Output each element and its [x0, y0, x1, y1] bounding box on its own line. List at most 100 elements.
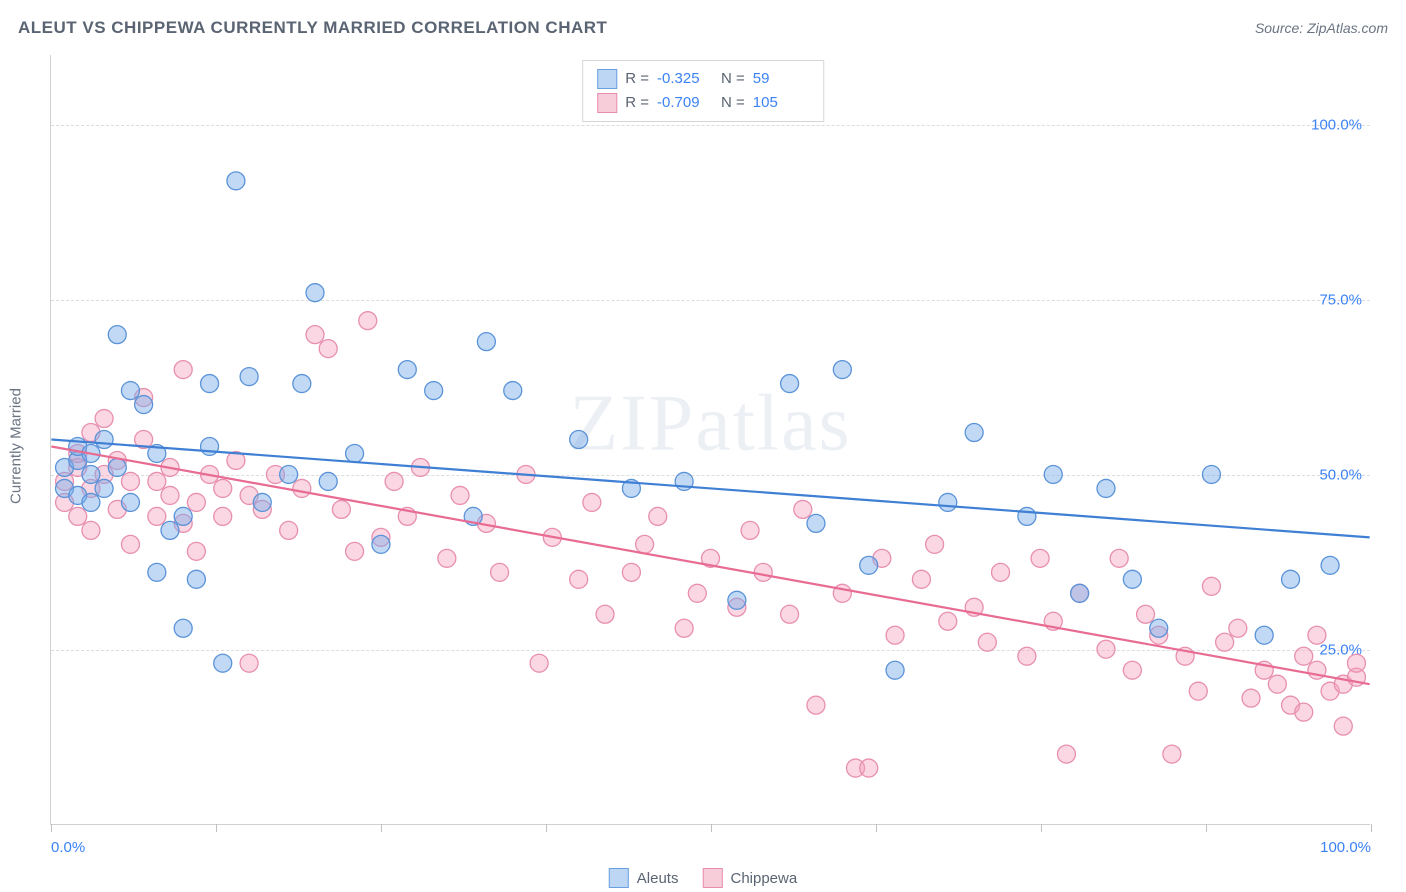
plot-area: ZIPatlas 25.0%50.0%75.0%100.0%0.0%100.0%	[50, 55, 1370, 825]
scatter-point-aleuts	[108, 326, 126, 344]
scatter-point-aleuts	[939, 493, 957, 511]
scatter-point-chippewa	[530, 654, 548, 672]
scatter-point-chippewa	[1308, 626, 1326, 644]
value-R-aleuts: -0.325	[657, 67, 713, 91]
scatter-point-chippewa	[451, 486, 469, 504]
scatter-point-chippewa	[121, 535, 139, 553]
scatter-point-chippewa	[1229, 619, 1247, 637]
scatter-point-chippewa	[491, 563, 509, 581]
swatch-aleuts-legend	[609, 868, 629, 888]
scatter-point-chippewa	[570, 570, 588, 588]
scatter-point-chippewa	[293, 479, 311, 497]
scatter-point-aleuts	[860, 556, 878, 574]
regression-line-chippewa	[51, 446, 1369, 684]
swatch-chippewa	[597, 93, 617, 113]
scatter-point-chippewa	[807, 696, 825, 714]
swatch-chippewa-legend	[702, 868, 722, 888]
scatter-point-aleuts	[425, 382, 443, 400]
scatter-point-aleuts	[319, 472, 337, 490]
scatter-point-chippewa	[359, 312, 377, 330]
scatter-point-aleuts	[504, 382, 522, 400]
scatter-point-aleuts	[1202, 465, 1220, 483]
scatter-point-aleuts	[570, 431, 588, 449]
scatter-point-chippewa	[319, 340, 337, 358]
xtick	[1371, 824, 1372, 832]
source-credit: Source: ZipAtlas.com	[1255, 20, 1388, 36]
scatter-point-aleuts	[781, 375, 799, 393]
scatter-point-chippewa	[1031, 549, 1049, 567]
scatter-point-chippewa	[187, 493, 205, 511]
scatter-point-aleuts	[1044, 465, 1062, 483]
scatter-point-aleuts	[1071, 584, 1089, 602]
scatter-point-aleuts	[121, 382, 139, 400]
scatter-point-chippewa	[1110, 549, 1128, 567]
scatter-point-aleuts	[1255, 626, 1273, 644]
scatter-point-chippewa	[187, 542, 205, 560]
scatter-point-aleuts	[82, 465, 100, 483]
stats-row-aleuts: R = -0.325 N = 59	[597, 67, 809, 91]
scatter-point-aleuts	[280, 465, 298, 483]
scatter-point-chippewa	[583, 493, 601, 511]
xtick	[51, 824, 52, 832]
scatter-point-aleuts	[1018, 507, 1036, 525]
label-R: R =	[625, 67, 649, 91]
legend-item-chippewa: Chippewa	[702, 868, 797, 888]
scatter-point-aleuts	[82, 493, 100, 511]
xtick	[1041, 824, 1042, 832]
scatter-point-aleuts	[95, 431, 113, 449]
scatter-point-chippewa	[912, 570, 930, 588]
scatter-point-chippewa	[174, 361, 192, 379]
correlation-stats-box: R = -0.325 N = 59 R = -0.709 N = 105	[582, 60, 824, 122]
scatter-point-chippewa	[82, 521, 100, 539]
scatter-point-chippewa	[596, 605, 614, 623]
scatter-point-chippewa	[860, 759, 878, 777]
scatter-point-chippewa	[622, 563, 640, 581]
legend-item-aleuts: Aleuts	[609, 868, 679, 888]
scatter-point-chippewa	[214, 479, 232, 497]
scatter-point-aleuts	[95, 479, 113, 497]
scatter-point-chippewa	[1057, 745, 1075, 763]
scatter-point-aleuts	[1097, 479, 1115, 497]
scatter-point-chippewa	[1123, 661, 1141, 679]
scatter-point-chippewa	[1163, 745, 1181, 763]
scatter-point-aleuts	[306, 284, 324, 302]
scatter-point-chippewa	[69, 507, 87, 525]
scatter-point-chippewa	[1189, 682, 1207, 700]
scatter-point-aleuts	[121, 493, 139, 511]
scatter-point-aleuts	[1282, 570, 1300, 588]
scatter-point-chippewa	[1216, 633, 1234, 651]
scatter-point-aleuts	[886, 661, 904, 679]
legend-label-chippewa: Chippewa	[730, 870, 797, 887]
scatter-point-aleuts	[477, 333, 495, 351]
scatter-point-chippewa	[240, 654, 258, 672]
scatter-point-aleuts	[161, 521, 179, 539]
label-N: N =	[721, 91, 745, 115]
xtick	[876, 824, 877, 832]
scatter-point-chippewa	[992, 563, 1010, 581]
scatter-point-aleuts	[187, 570, 205, 588]
scatter-point-chippewa	[1202, 577, 1220, 595]
scatter-point-aleuts	[728, 591, 746, 609]
scatter-point-chippewa	[1137, 605, 1155, 623]
stats-row-chippewa: R = -0.709 N = 105	[597, 91, 809, 115]
scatter-point-chippewa	[95, 410, 113, 428]
scatter-point-chippewa	[385, 472, 403, 490]
scatter-point-aleuts	[253, 493, 271, 511]
label-N: N =	[721, 67, 745, 91]
scatter-point-aleuts	[293, 375, 311, 393]
xtick	[216, 824, 217, 832]
scatter-point-aleuts	[135, 396, 153, 414]
scatter-point-chippewa	[688, 584, 706, 602]
swatch-aleuts	[597, 69, 617, 89]
scatter-plot-svg	[51, 55, 1370, 824]
scatter-point-chippewa	[1097, 640, 1115, 658]
scatter-point-chippewa	[741, 521, 759, 539]
scatter-point-chippewa	[1347, 654, 1365, 672]
scatter-point-aleuts	[965, 424, 983, 442]
y-axis-label: Currently Married	[8, 388, 25, 504]
scatter-point-chippewa	[781, 605, 799, 623]
scatter-point-aleuts	[227, 172, 245, 190]
value-N-aleuts: 59	[753, 67, 809, 91]
scatter-point-aleuts	[174, 619, 192, 637]
scatter-point-chippewa	[978, 633, 996, 651]
